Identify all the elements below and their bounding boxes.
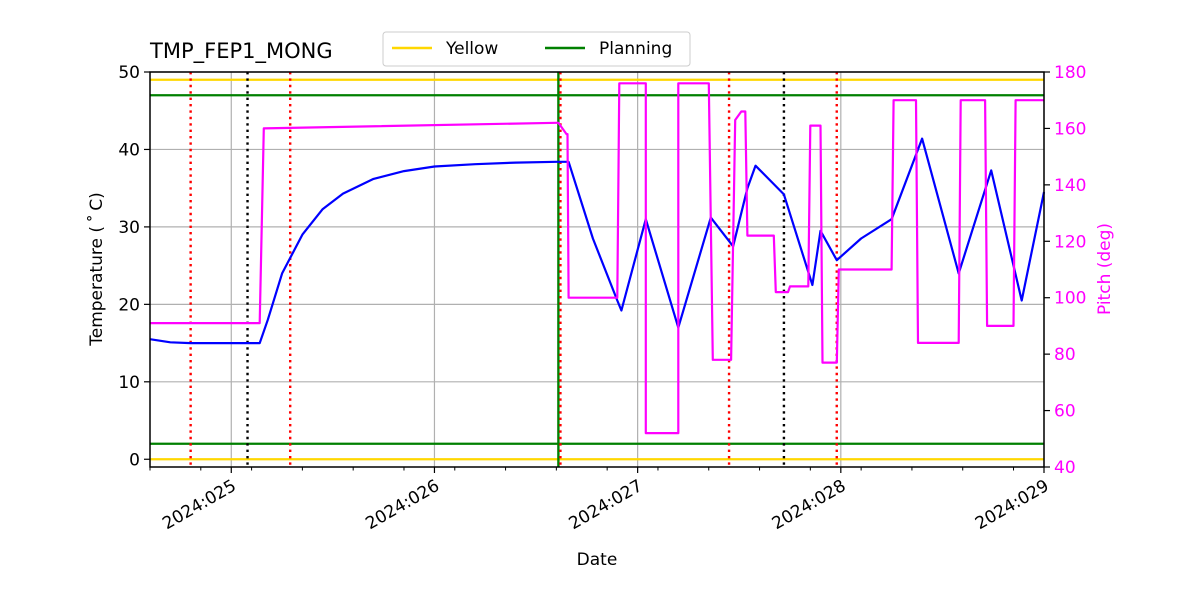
- y-tick-label-0: 0: [129, 450, 140, 470]
- y2-axis-label: Pitch (deg): [1095, 223, 1115, 315]
- chart-title: TMP_FEP1_MONG: [149, 39, 333, 64]
- y-tick-label-4: 40: [118, 140, 140, 160]
- y2-tick-label-7: 180: [1054, 63, 1086, 83]
- y-tick-label-2: 20: [118, 295, 140, 315]
- y-tick-label-1: 10: [118, 373, 140, 393]
- y-axis-label: Temperature ( ˚ C): [86, 192, 107, 347]
- y2-tick-label-6: 160: [1054, 119, 1086, 139]
- series-layer: [149, 82, 1046, 435]
- series-line-pitch: [150, 82, 1044, 435]
- y-tick-label-5: 50: [118, 63, 140, 83]
- plot-frame: [149, 71, 1045, 468]
- y2-tick-label-1: 60: [1054, 402, 1076, 422]
- event-lines-layer: [189, 72, 838, 467]
- legend-box: [382, 31, 691, 67]
- x-axis-label: Date: [577, 550, 618, 570]
- y2-tick-label-5: 140: [1054, 176, 1086, 196]
- legend: Yellow Planning: [382, 31, 691, 67]
- legend-label-yellow: Yellow: [445, 39, 498, 59]
- y2-tick-label-3: 100: [1054, 289, 1086, 309]
- y-tick-label-3: 30: [118, 218, 140, 238]
- limit-lines-layer: [150, 78, 1044, 461]
- series-line-temperature: [149, 137, 1046, 345]
- y2-tick-label-2: 80: [1054, 345, 1076, 365]
- y2-tick-label-4: 120: [1054, 232, 1086, 252]
- y2-tick-label-0: 40: [1054, 458, 1076, 478]
- legend-label-planning: Planning: [599, 39, 672, 59]
